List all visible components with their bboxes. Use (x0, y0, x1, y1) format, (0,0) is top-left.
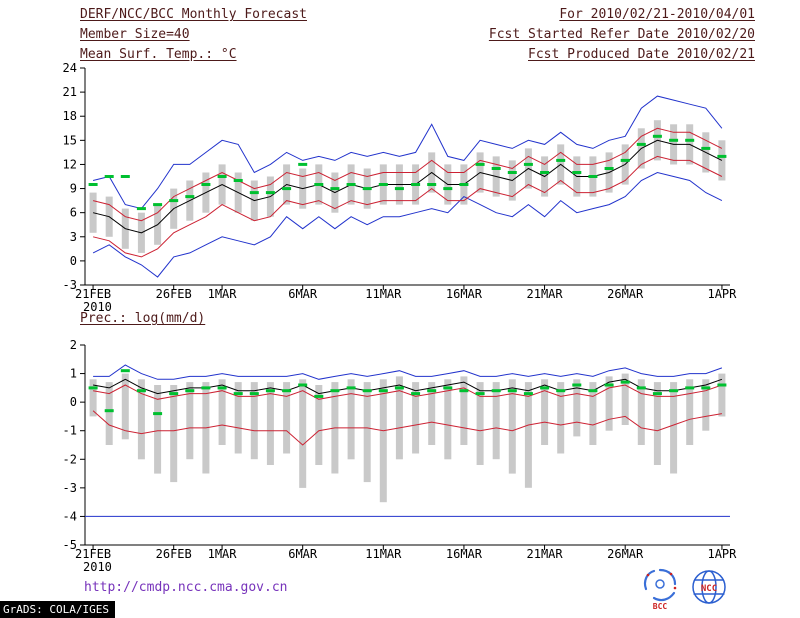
x-axis-year-label: 2010 (83, 560, 112, 574)
y-tick-label: 9 (70, 182, 77, 196)
cmdp-url-text: http://cmdp.ncc.cma.gov.cn (84, 580, 288, 595)
x-tick-label: 11MAR (365, 287, 402, 301)
forecast-range-label: For 2010/02/21-2010/04/01 (559, 7, 755, 22)
x-tick-label: 1APR (707, 547, 737, 561)
y-tick-label: 18 (63, 109, 77, 123)
series-observation-dashes (88, 369, 727, 416)
y-tick-label: 1 (70, 367, 77, 381)
y-tick-label: -1 (63, 424, 77, 438)
x-tick-label: 6MAR (288, 547, 318, 561)
series-ensemble-spread (89, 373, 726, 503)
x-tick-label: 11MAR (365, 547, 402, 561)
y-tick-label: 21 (63, 85, 77, 99)
bcc-logo-icon: BCC (643, 568, 677, 611)
page-title: DERF/NCC/BCC Monthly Forecast (80, 7, 307, 22)
prec-chart-title: Prec.: log(mm/d) (80, 311, 206, 326)
x-tick-label: 26MAR (607, 547, 644, 561)
bcc-logo-label: BCC (653, 602, 668, 611)
series-red-upper-bound (93, 384, 723, 400)
y-tick-label: -3 (63, 481, 77, 495)
y-tick-label: 15 (63, 133, 77, 147)
x-tick-label: 21FEB (75, 287, 111, 301)
series-envelope-max (93, 364, 723, 380)
x-tick-label: 26MAR (607, 287, 644, 301)
y-tick-label: 2 (70, 338, 77, 352)
y-tick-label: 24 (63, 61, 77, 75)
y-tick-label: -3 (63, 278, 77, 292)
y-tick-label: 3 (70, 230, 77, 244)
series-envelope-max (92, 95, 723, 210)
y-tick-label: 6 (70, 206, 77, 220)
series-observation-dashes (88, 134, 727, 211)
ncc-logo-label: NCC (701, 584, 717, 594)
x-tick-label: 21MAR (527, 287, 564, 301)
y-tick-label: 0 (70, 254, 77, 268)
x-tick-label: 26FEB (156, 547, 192, 561)
y-tick-label: -2 (63, 452, 77, 466)
x-tick-label: 6MAR (288, 287, 318, 301)
y-tick-label: 12 (63, 157, 77, 171)
x-tick-label: 21MAR (527, 547, 564, 561)
y-tick-label: 0 (70, 395, 77, 409)
series-red-lower-bound (92, 155, 723, 258)
x-tick-label: 21FEB (75, 547, 111, 561)
series-envelope-min (92, 171, 723, 278)
x-axis-year-label: 2010 (83, 300, 112, 314)
chart-mean-surface-temperature: -3 0 3 6 9 12 15 18 21 24 21FEB 26FEB 1MAR 6MAR 11MAR 1… (63, 61, 738, 314)
series-ensemble-spread (89, 120, 726, 253)
temp-chart-title: Mean Surf. Temp.: °C (80, 47, 237, 62)
x-tick-label: 26FEB (156, 287, 192, 301)
series-ensemble-mean (92, 139, 723, 234)
series-red-upper-bound (92, 127, 723, 222)
x-tick-label: 1MAR (208, 547, 238, 561)
x-tick-label: 16MAR (446, 547, 483, 561)
x-tick-label: 16MAR (446, 287, 483, 301)
y-tick-label: -4 (63, 509, 77, 523)
chart-precipitation: -5 -4 -3 -2 -1 0 1 2 21FEB 26FEB 1MAR 6MAR 11MAR 16MA… (63, 338, 738, 574)
x-tick-label: 1MAR (208, 287, 238, 301)
y-tick-label: -5 (63, 538, 77, 552)
refer-date-label: Fcst Started Refer Date 2010/02/20 (488, 27, 755, 42)
grads-credit-badge: GrADS: COLA/IGES (0, 601, 115, 618)
x-tick-label: 1APR (707, 287, 737, 301)
member-size-label: Member Size=40 (80, 27, 190, 42)
series-red-lower-bound (92, 410, 722, 446)
produced-date-label: Fcst Produced Date 2010/02/21 (528, 47, 755, 62)
series-ensemble-mean (93, 378, 723, 395)
footer-logos: BCC NCC (640, 567, 732, 611)
ncc-logo-icon: NCC (692, 570, 726, 604)
